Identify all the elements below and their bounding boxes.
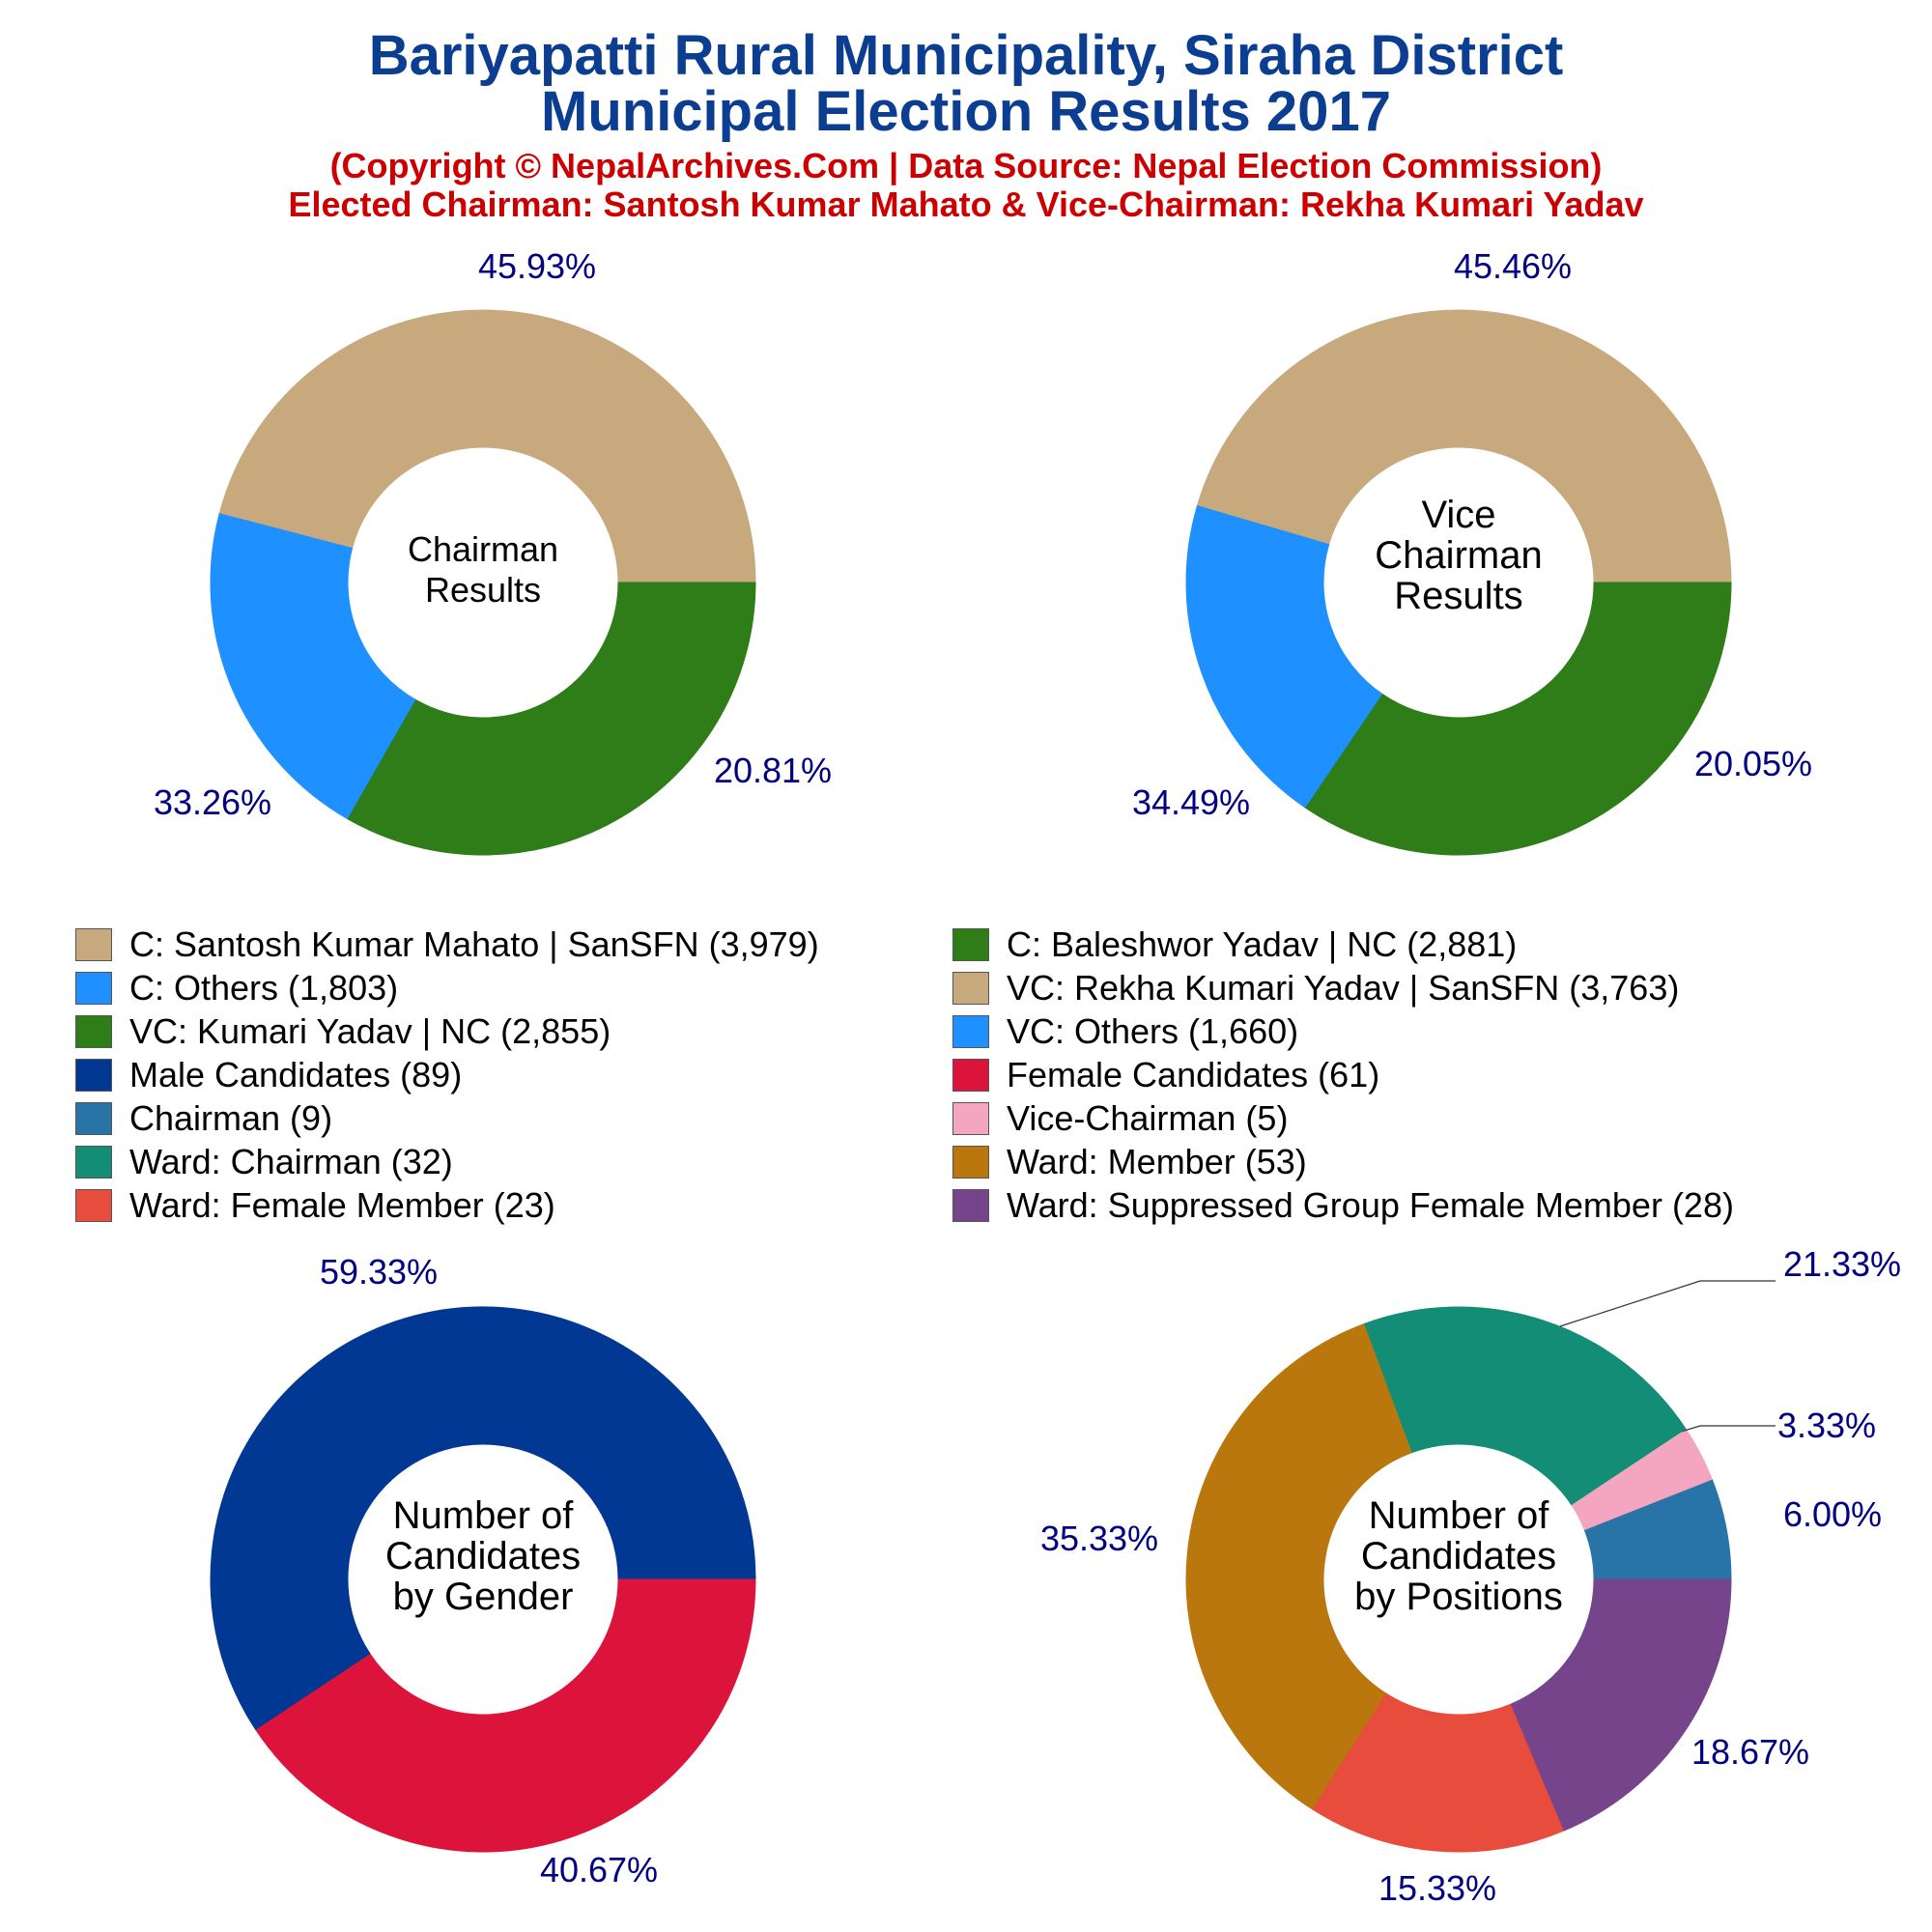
pie-percent-label: 18.67% xyxy=(1691,1732,1809,1772)
positions-pie: 6.00% 3.33% 21.33% 35.33% 15.33% 18.67% Number… xyxy=(1040,1244,1901,1908)
pie-percent-label: 21.33% xyxy=(1783,1244,1901,1284)
legend-item: VC: Kumari Yadav | NC (2,855) xyxy=(75,1011,611,1052)
pie-center-label: Number of xyxy=(1369,1494,1550,1537)
legend-swatch xyxy=(75,1189,112,1222)
legend-swatch xyxy=(952,1189,989,1222)
pie-slice-c-santosh-kumar-mahato-sansfn xyxy=(218,309,756,583)
pie-slice-vc-others xyxy=(1185,504,1384,810)
pie-percent-label: 45.46% xyxy=(1454,246,1572,286)
legend-item: VC: Others (1,660) xyxy=(952,1011,1298,1052)
pie-percent-label: 20.05% xyxy=(1694,744,1812,783)
pie-percent-label: 59.33% xyxy=(320,1252,438,1292)
legend-item: C: Others (1,803) xyxy=(75,968,398,1009)
legend-label: Ward: Chairman (32) xyxy=(129,1142,453,1181)
pie-center-label: by Positions xyxy=(1354,1576,1563,1618)
legend-swatch xyxy=(952,1015,989,1048)
pie-slice-ward-chairman xyxy=(1363,1306,1687,1506)
legend-swatch xyxy=(952,1059,989,1092)
chart-title-line1: Bariyapatti Rural Municipality, Siraha D… xyxy=(368,24,1564,87)
pie-slice-c-baleshwor-yadav-nc xyxy=(347,582,756,856)
legend-item: Chairman (9) xyxy=(75,1098,332,1139)
pie-slice-male-candidates xyxy=(210,1306,756,1731)
pie-center-label: Number of xyxy=(393,1494,575,1537)
legend-label: VC: Rekha Kumari Yadav | SanSFN (3,763) xyxy=(1007,968,1680,1008)
pie-percent-label: 35.33% xyxy=(1040,1519,1158,1558)
pie-percent-label: 6.00% xyxy=(1783,1494,1882,1534)
legend-label: C: Santosh Kumar Mahato | SanSFN (3,979) xyxy=(129,924,819,964)
legend-item: Ward: Suppressed Group Female Member (28… xyxy=(952,1185,1734,1226)
pie-slice-vc-rekha-kumari-yadav-sansfn xyxy=(1196,309,1732,583)
pie-percent-label: 33.26% xyxy=(154,782,271,822)
legend-item: VC: Rekha Kumari Yadav | SanSFN (3,763) xyxy=(952,968,1679,1009)
pie-percent-label: 40.67% xyxy=(540,1850,658,1889)
pie-slice-ward-female-member xyxy=(1312,1692,1565,1853)
legend-swatch xyxy=(952,1146,989,1179)
legend-item: Ward: Female Member (23) xyxy=(75,1185,555,1226)
legend-item: Female Candidates (61) xyxy=(952,1055,1379,1095)
pie-center-label: Chairman xyxy=(1375,534,1542,577)
legend-item: Ward: Member (53) xyxy=(952,1142,1307,1182)
pie-percent-label: 20.81% xyxy=(714,751,832,790)
legend-label: Ward: Suppressed Group Female Member (28… xyxy=(1007,1185,1734,1225)
legend-swatch xyxy=(952,972,989,1005)
copyright-line: (Copyright © NepalArchives.Com | Data So… xyxy=(329,146,1603,185)
pie-slice-ward-suppressed-group-female-member xyxy=(1510,1578,1732,1832)
pie-center-label: Candidates xyxy=(385,1535,581,1577)
legend-label: C: Baleshwor Yadav | NC (2,881) xyxy=(1007,924,1518,964)
elected-line: Elected Chairman: Santosh Kumar Mahato &… xyxy=(288,185,1644,224)
pie-percent-label: 45.93% xyxy=(478,246,596,286)
legend-item: Ward: Chairman (32) xyxy=(75,1142,453,1182)
legend-swatch xyxy=(75,972,112,1005)
pie-percent-label: 3.33% xyxy=(1777,1406,1876,1445)
pie-slice-female-candidates xyxy=(255,1578,756,1853)
pie-center-label: by Gender xyxy=(393,1576,574,1618)
chart-title-line2: Municipal Election Results 2017 xyxy=(541,80,1391,143)
legend-label: VC: Others (1,660) xyxy=(1007,1011,1299,1051)
legend-swatch xyxy=(952,928,989,961)
pie-slice-c-others xyxy=(210,513,417,820)
legend-swatch xyxy=(952,1102,989,1135)
pie-center-label: Results xyxy=(425,570,541,610)
pie-slice-ward-member xyxy=(1185,1323,1412,1810)
pie-center-label: Chairman xyxy=(408,529,558,569)
legend-swatch xyxy=(75,928,112,961)
legend-item: Male Candidates (89) xyxy=(75,1055,462,1095)
legend-label: Ward: Member (53) xyxy=(1007,1142,1307,1181)
pie-center-label: Vice xyxy=(1421,494,1495,536)
legend-swatch xyxy=(75,1102,112,1135)
legend-swatch xyxy=(75,1015,112,1048)
legend-item: C: Baleshwor Yadav | NC (2,881) xyxy=(952,924,1517,965)
legend-label: Female Candidates (61) xyxy=(1007,1055,1380,1094)
label-leader-line xyxy=(1559,1280,1776,1327)
legend-label: Vice-Chairman (5) xyxy=(1007,1098,1289,1138)
legend-label: Male Candidates (89) xyxy=(129,1055,463,1094)
legend-item: C: Santosh Kumar Mahato | SanSFN (3,979) xyxy=(75,924,819,965)
pie-slice-vc-kumari-yadav-nc xyxy=(1304,582,1732,856)
legend-swatch xyxy=(75,1059,112,1092)
legend-label: Ward: Female Member (23) xyxy=(129,1185,555,1225)
legend-label: VC: Kumari Yadav | NC (2,855) xyxy=(129,1011,611,1051)
legend-item: Vice-Chairman (5) xyxy=(952,1098,1288,1139)
legend-label: C: Others (1,803) xyxy=(129,968,399,1008)
legend-swatch xyxy=(75,1146,112,1179)
legend-label: Chairman (9) xyxy=(129,1098,333,1138)
pie-center-label: Candidates xyxy=(1361,1535,1556,1577)
pie-center-label: Results xyxy=(1394,575,1522,617)
pie-percent-label: 15.33% xyxy=(1378,1868,1496,1908)
pie-percent-label: 34.49% xyxy=(1132,782,1250,822)
